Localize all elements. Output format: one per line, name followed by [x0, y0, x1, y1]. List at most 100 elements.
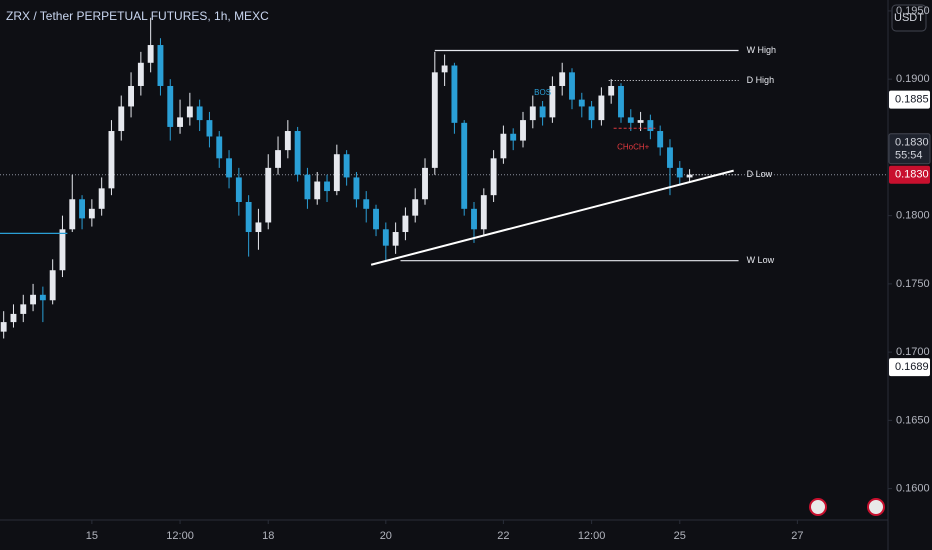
x-tick-label: 12:00	[578, 530, 606, 542]
candle-body	[69, 199, 76, 230]
candle-body	[608, 85, 615, 96]
candle-body	[304, 174, 311, 200]
candle-body	[206, 120, 213, 137]
y-tick-label: 0.1800	[896, 210, 930, 222]
level-label: W Low	[747, 255, 775, 265]
candle-body	[353, 177, 360, 200]
candle-body	[98, 188, 105, 209]
candle-body	[128, 85, 134, 107]
candle-body	[196, 106, 203, 121]
candle-body	[137, 62, 144, 86]
candle-body	[49, 270, 56, 301]
marker-label: CHoCH+	[617, 143, 650, 152]
candle-body	[510, 133, 517, 141]
currency-label[interactable]: USDT	[894, 12, 924, 24]
price-label: 0.1689	[895, 361, 929, 373]
countdown-price: 0.1830	[895, 137, 929, 149]
candle-body	[598, 95, 605, 121]
candle-body	[382, 229, 389, 246]
candle-body	[39, 294, 46, 301]
candle-body	[529, 106, 536, 121]
candle-body	[314, 181, 321, 200]
level-label: D Low	[747, 169, 773, 179]
candle-body	[461, 122, 468, 209]
candle-body	[627, 117, 634, 123]
candle-body	[284, 131, 291, 151]
candle-body	[549, 85, 556, 118]
candle-body	[471, 208, 477, 230]
candle-body	[79, 199, 86, 219]
trendline	[370, 169, 734, 266]
y-tick-label: 0.1650	[896, 414, 930, 426]
candle-body	[147, 45, 154, 63]
y-tick-label: 0.1600	[896, 483, 930, 495]
candle-body	[20, 304, 27, 314]
candle-body	[226, 158, 232, 178]
candle-body	[588, 106, 595, 121]
candle-body	[520, 120, 526, 141]
candle-body	[490, 158, 497, 196]
chart-title: ZRX / Tether PERPETUAL FUTURES, 1h, MEXC	[6, 9, 269, 23]
last-price-box	[889, 165, 930, 184]
candle-body	[412, 199, 419, 216]
candle-body	[637, 120, 644, 123]
last-price-label: 0.1830	[895, 169, 929, 181]
candle-body	[578, 99, 585, 107]
marker-label: BOS	[534, 88, 551, 97]
x-tick-label: 22	[497, 530, 509, 542]
candle-body	[402, 215, 409, 233]
x-tick-label: 12:00	[166, 530, 194, 542]
candle-body	[539, 106, 546, 118]
x-tick-label: 25	[674, 530, 686, 542]
candle-body	[422, 167, 428, 200]
candle-body	[686, 174, 693, 178]
candle-body	[431, 72, 438, 168]
candle-body	[676, 167, 683, 178]
candle-body	[10, 313, 17, 323]
x-tick-label: 27	[791, 530, 803, 542]
candle-body	[618, 85, 624, 118]
y-tick-label: 0.1900	[896, 73, 930, 85]
candle-body	[235, 177, 242, 202]
x-tick-label: 15	[86, 530, 98, 542]
candle-body	[216, 136, 223, 159]
candle-body	[167, 85, 174, 127]
candle-body	[265, 167, 272, 223]
flag-icon[interactable]	[809, 498, 827, 516]
candle-body	[647, 120, 654, 132]
level-label: D High	[747, 75, 775, 85]
y-tick-label: 0.1700	[896, 346, 930, 358]
y-tick-label: 0.1950	[896, 5, 930, 17]
candle-body	[177, 117, 183, 127]
candle-body	[245, 201, 252, 233]
candle-body	[559, 72, 566, 86]
event-icon[interactable]	[809, 498, 885, 516]
candle-body	[441, 65, 448, 73]
candle-body	[30, 294, 37, 305]
y-tick-label: 0.1750	[896, 278, 930, 290]
price-label: 0.1885	[895, 94, 929, 106]
candle-body	[373, 208, 379, 230]
candle-body	[363, 199, 370, 209]
candle-body	[667, 147, 673, 168]
candle-body	[333, 154, 340, 192]
candle-body	[186, 106, 193, 118]
flag-icon[interactable]	[867, 498, 885, 516]
candle-body	[59, 229, 66, 271]
level-label: W High	[747, 45, 777, 55]
candle-body	[324, 181, 330, 192]
candle-body	[392, 232, 399, 246]
candle-body	[343, 154, 350, 178]
candle-body	[255, 222, 262, 233]
candle-body	[88, 208, 95, 219]
price-label-box	[889, 358, 930, 377]
currency-button[interactable]	[891, 4, 927, 32]
candle-body	[108, 131, 115, 189]
candle-body	[294, 131, 301, 175]
candle-body	[480, 195, 487, 230]
candle-body	[569, 72, 575, 100]
candle-body	[157, 45, 164, 86]
candle-body	[275, 150, 281, 168]
